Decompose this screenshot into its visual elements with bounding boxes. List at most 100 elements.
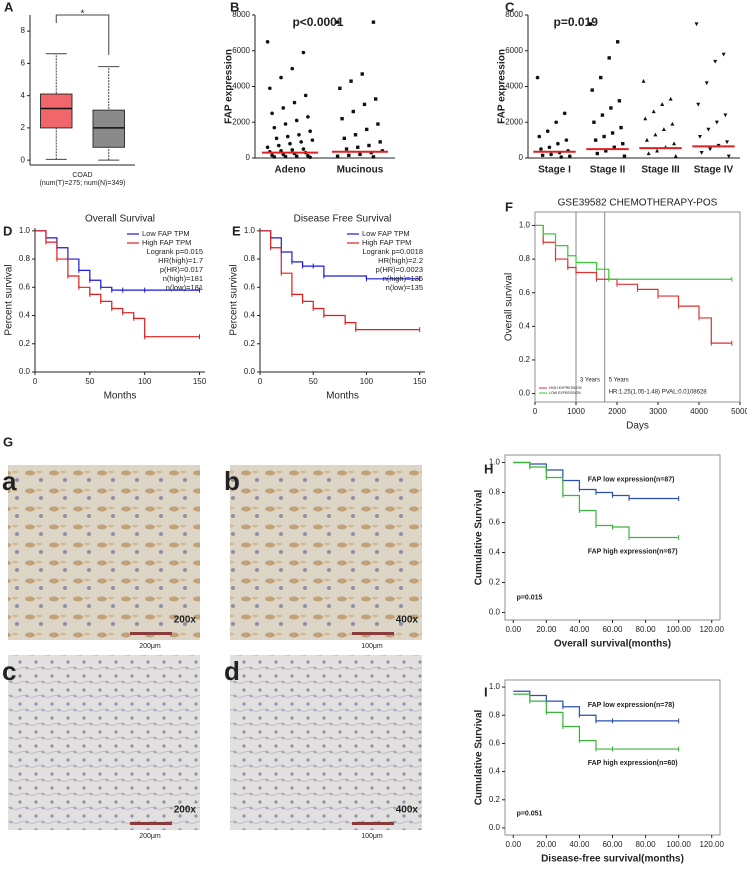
- point: [643, 116, 648, 121]
- point: [306, 115, 310, 119]
- point: [655, 148, 660, 153]
- point: [694, 22, 699, 27]
- x-tick-label: 0: [533, 407, 538, 416]
- point: [612, 145, 616, 149]
- x-tick-label: 20.00: [536, 625, 557, 634]
- point: [653, 132, 658, 137]
- x-tick-label: 5000: [731, 407, 747, 416]
- point: [651, 109, 656, 114]
- survival-curve: [35, 230, 200, 338]
- y-tick-label: 0.0: [489, 823, 501, 832]
- chart-title: Overall Survival: [85, 214, 155, 225]
- x-tick-label: 2000: [608, 407, 626, 416]
- x-tick-label: 150: [193, 377, 207, 386]
- p-value: p<0.0001: [292, 15, 343, 29]
- legend-label: High FAP TPM: [362, 238, 411, 247]
- significance: *: [81, 9, 85, 20]
- point: [556, 141, 560, 146]
- point: [294, 154, 299, 159]
- scale-label: 200μm: [139, 833, 161, 840]
- y-tick-label: 0.0: [489, 608, 501, 617]
- y-tick-label: 1.0: [519, 221, 531, 230]
- survival-curve: [535, 224, 732, 280]
- high-label: FAP high expression(n=67): [588, 548, 678, 555]
- point: [272, 125, 277, 130]
- point: [272, 155, 277, 159]
- point: [301, 147, 306, 151]
- legend-label: Low FAP TPM: [142, 229, 190, 238]
- y-tick-label: 0.8: [489, 488, 501, 497]
- p-value: p=0.015: [517, 594, 543, 601]
- panel-letter: F: [505, 199, 513, 214]
- legend-label: Low FAP TPM: [362, 229, 410, 238]
- point: [595, 151, 600, 156]
- y-tick-label: 2000: [232, 117, 250, 126]
- point: [277, 143, 281, 148]
- magnification: 400x: [396, 615, 419, 626]
- point: [562, 111, 567, 116]
- stat-line: n(high)=135: [383, 274, 423, 283]
- point: [607, 56, 611, 60]
- x-axis-label: Disease-free survival(months): [541, 854, 684, 865]
- magnification: 400x: [396, 805, 419, 816]
- y-tick-label: 0.2: [519, 355, 531, 364]
- y-tick-label: 1.0: [489, 682, 501, 691]
- x-tick-label: 4000: [690, 407, 708, 416]
- legend-label: High FAP TPM: [142, 238, 191, 247]
- y-tick-label: 0.0: [244, 367, 256, 376]
- point: [599, 75, 603, 80]
- point: [706, 127, 711, 132]
- survival-curve: [260, 230, 420, 280]
- x-tick-label: 40.00: [569, 625, 590, 634]
- survival-curve: [35, 230, 200, 291]
- y-tick-label: 0.8: [19, 254, 31, 263]
- stat-line: n(high)=181: [163, 274, 203, 283]
- y-axis-label: Percent survival: [4, 264, 15, 335]
- x-axis-label: Months: [326, 391, 359, 402]
- point: [621, 142, 625, 146]
- x-tick-label: 100: [360, 377, 374, 386]
- image-letter: b: [224, 466, 240, 496]
- x-tick-label: 20.00: [536, 840, 557, 849]
- y-tick-label: 6000: [505, 46, 523, 55]
- point: [622, 154, 627, 158]
- time-marker-label: 3 Years: [580, 378, 600, 384]
- y-tick-label: 0.4: [489, 767, 501, 776]
- point: [360, 72, 364, 76]
- point: [285, 134, 290, 139]
- point: [537, 134, 542, 139]
- x-tick-label: Stage II: [590, 165, 626, 176]
- panel-letter: H: [484, 461, 493, 476]
- point: [347, 153, 351, 158]
- y-tick-label: 1.0: [244, 226, 256, 235]
- point: [545, 129, 550, 133]
- low-label: FAP low expression(n=78): [588, 702, 675, 709]
- point: [310, 138, 315, 142]
- point: [697, 134, 702, 139]
- magnification: 200x: [174, 805, 197, 816]
- point: [290, 148, 295, 152]
- x-tick-label: 120.00: [699, 840, 724, 849]
- significance-bracket: [55, 14, 110, 55]
- box: [92, 109, 125, 148]
- plot-frame: [534, 211, 741, 403]
- point: [604, 149, 608, 153]
- point: [274, 136, 279, 141]
- panel-letter: D: [3, 223, 12, 238]
- point: [340, 116, 344, 121]
- y-axis-label: FAP expression: [497, 49, 508, 124]
- point: [371, 155, 376, 159]
- survival-curve: [535, 224, 732, 344]
- point: [670, 121, 675, 126]
- y-tick-label: 0: [519, 153, 524, 162]
- point: [704, 81, 709, 86]
- point: [283, 122, 288, 126]
- y-tick-label: 0.6: [19, 282, 31, 291]
- y-tick-label: 4: [21, 91, 26, 100]
- point: [661, 127, 666, 131]
- x-axis-label: Months: [104, 391, 137, 402]
- point: [696, 102, 701, 107]
- point: [367, 143, 371, 148]
- point: [549, 152, 553, 157]
